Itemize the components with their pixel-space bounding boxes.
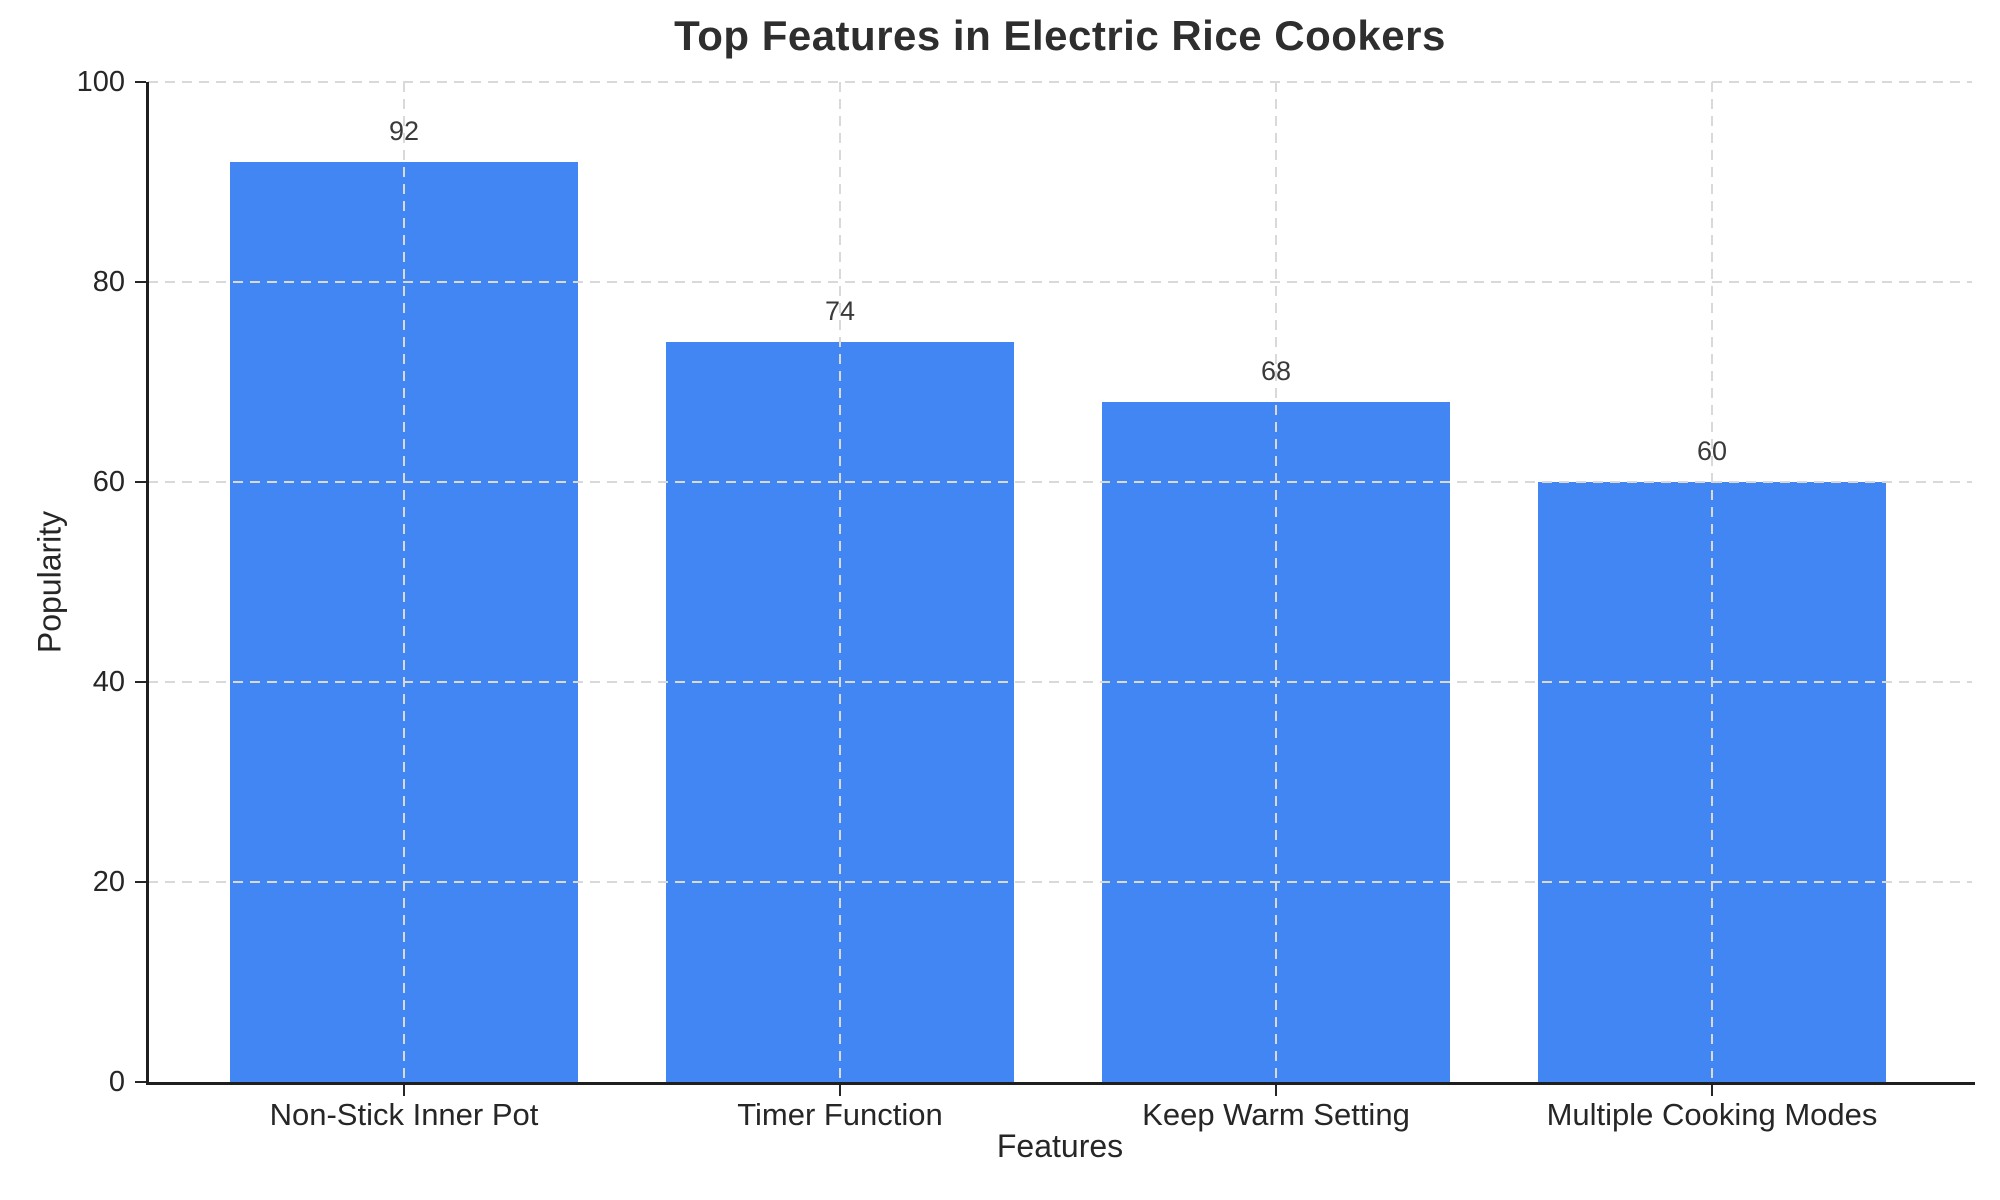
bar-value-label-2: 74 <box>824 296 856 326</box>
bar-value-label-3: 68 <box>1260 356 1292 386</box>
y-tick-label-80: 80 <box>92 266 125 298</box>
x-tick-label-4: Multiple Cooking Modes <box>1546 1097 1878 1132</box>
gridline-y-100 <box>148 81 1972 83</box>
y-tick-label-0: 0 <box>108 1066 125 1098</box>
gridline-x-3 <box>1275 82 1277 1082</box>
x-tick-mark-1 <box>403 1085 405 1096</box>
y-tick-mark-40 <box>135 681 146 683</box>
gridline-x-1 <box>403 82 405 1082</box>
x-tick-mark-4 <box>1711 1085 1713 1096</box>
gridline-x-4 <box>1711 82 1713 1082</box>
y-tick-label-100: 100 <box>76 66 125 98</box>
y-tick-label-60: 60 <box>92 466 125 498</box>
x-axis-spine <box>146 1082 1975 1085</box>
y-tick-mark-100 <box>135 81 146 83</box>
x-tick-label-3: Keep Warm Setting <box>1142 1097 1410 1132</box>
y-tick-mark-80 <box>135 281 146 283</box>
y-tick-mark-20 <box>135 881 146 883</box>
gridline-x-2 <box>839 82 841 1082</box>
gridline-y-40 <box>148 681 1972 683</box>
gridline-y-80 <box>148 281 1972 283</box>
gridline-y-20 <box>148 881 1972 883</box>
x-tick-mark-3 <box>1275 1085 1277 1096</box>
plot-area <box>148 81 1972 1082</box>
bar-value-label-1: 92 <box>388 116 420 146</box>
x-axis-label: Features <box>996 1128 1124 1164</box>
chart-title: Top Features in Electric Rice Cookers <box>674 12 1446 59</box>
bar-value-label-4: 60 <box>1696 436 1728 466</box>
y-tick-label-40: 40 <box>92 666 125 698</box>
y-tick-mark-60 <box>135 481 146 483</box>
x-tick-label-2: Timer Function <box>737 1097 943 1132</box>
x-tick-label-1: Non-Stick Inner Pot <box>269 1097 539 1132</box>
gridline-y-60 <box>148 481 1972 483</box>
x-tick-mark-2 <box>839 1085 841 1096</box>
y-tick-mark-0 <box>135 1081 146 1083</box>
y-tick-label-20: 20 <box>92 866 125 898</box>
y-axis-spine <box>146 82 149 1085</box>
y-axis-label: Popularity <box>31 510 68 654</box>
